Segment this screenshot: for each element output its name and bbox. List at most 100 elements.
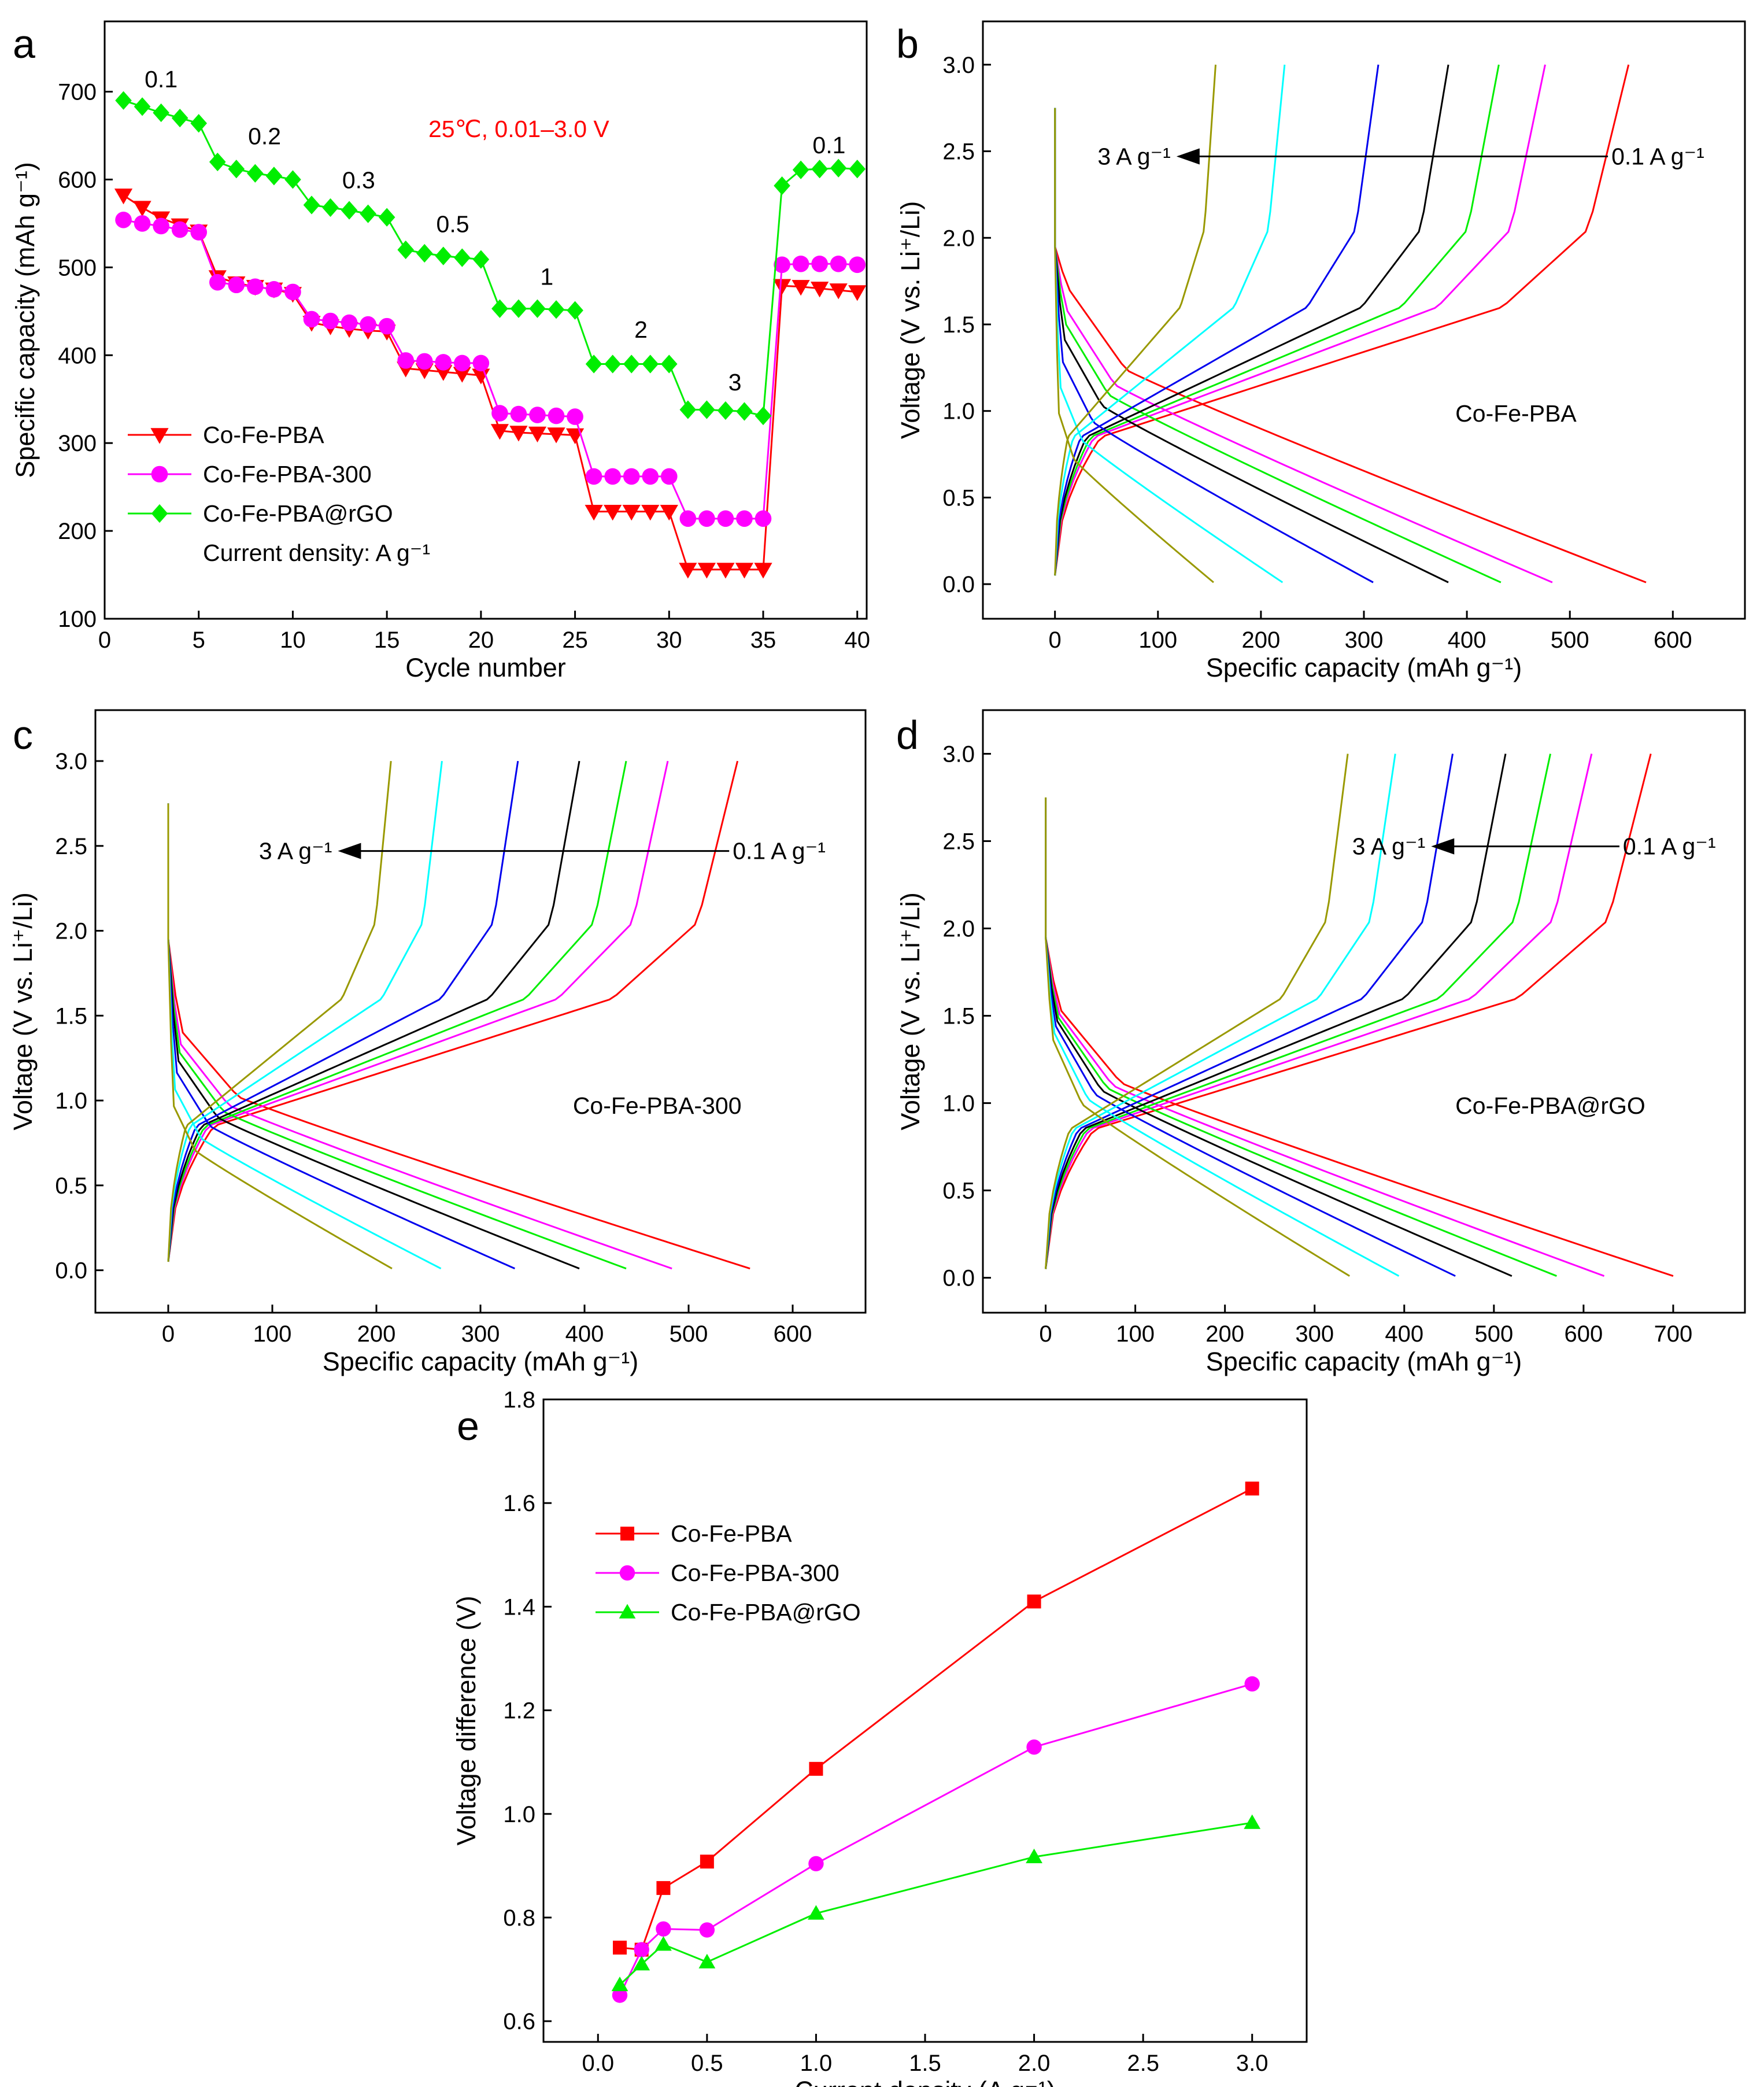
y-tick-label: 0.5 <box>942 1179 975 1204</box>
x-tick-label: 700 <box>1654 1321 1693 1347</box>
data-point <box>228 160 245 179</box>
data-point <box>190 224 208 241</box>
x-tick-label: 400 <box>1448 627 1486 653</box>
gcd-curve-0p3-a-g-charge <box>167 760 627 1262</box>
gcd-curve-0p1-a-g-charge <box>167 760 739 1262</box>
panel-e-voltage-difference: e 0.0 0.5 1.0 1.5 2.0 2.5 3.0 0.6 0.8 1.0 1.2 1.4 1.6… <box>452 1387 1308 2087</box>
panel-c-voltage-profiles-co-fe-pba-300: c 0 100 200 300 400 500 600 0.0 0.5 1.0 1.5 2.0 2.5 3.… <box>8 709 867 1376</box>
x-tick-label: 5 <box>193 627 205 653</box>
series-line-co-fe-pba-rgo <box>619 1822 1252 1986</box>
data-point <box>322 312 339 330</box>
x-tick-label: 100 <box>253 1321 292 1347</box>
data-point <box>567 301 583 320</box>
arrow-start-label: 0.1 A g⁻¹ <box>1623 833 1716 860</box>
data-point <box>612 1988 628 2003</box>
data-point <box>548 407 565 424</box>
legend-note: Current density: A g⁻¹ <box>203 540 430 566</box>
data-point <box>641 504 660 521</box>
x-tick-label: 0 <box>162 1321 175 1347</box>
data-point <box>490 424 509 440</box>
data-point <box>378 317 395 335</box>
data-point <box>114 189 133 205</box>
x-tick-label: 0 <box>1049 627 1062 653</box>
x-tick-label: 0.0 <box>582 2051 614 2076</box>
legend-marker <box>150 428 169 444</box>
x-tick-label: 500 <box>670 1321 708 1347</box>
x-tick-label: 100 <box>1138 627 1177 653</box>
gcd-curve-0p5-a-g-charge <box>1045 753 1507 1269</box>
y-tick-label: 2.5 <box>942 139 975 165</box>
data-point <box>604 504 622 521</box>
gcd-curve-0p5-a-g-discharge <box>1054 246 1449 583</box>
data-point <box>303 311 320 328</box>
gcd-curve-2-a-g-discharge <box>1054 246 1284 583</box>
x-tick-label: 200 <box>1242 627 1281 653</box>
data-point <box>699 1922 715 1938</box>
x-axis-label: Specific capacity (mAh g⁻¹) <box>1206 653 1522 682</box>
condition-text: 25℃, 0.01–3.0 V <box>428 116 609 142</box>
data-point <box>697 563 716 579</box>
data-point <box>360 316 376 333</box>
data-point <box>567 408 583 425</box>
series-line-co-fe-pba-300 <box>123 219 857 520</box>
data-point <box>792 255 809 272</box>
gcd-curve-3-a-g-charge <box>167 760 392 1262</box>
panel-letter: b <box>896 21 919 67</box>
data-point <box>247 278 264 295</box>
data-point <box>809 1761 823 1776</box>
data-point <box>528 426 547 443</box>
arrow-end-label: 3 A g⁻¹ <box>1352 833 1426 860</box>
data-point <box>153 103 169 123</box>
data-point <box>611 1977 628 1992</box>
data-point <box>1244 1814 1261 1829</box>
y-tick-label: 3.0 <box>942 742 975 767</box>
panel-letter: a <box>13 21 35 67</box>
data-point <box>792 280 810 296</box>
rate-label: 0.3 <box>342 167 375 194</box>
data-point <box>360 204 376 223</box>
x-tick-label: 600 <box>774 1321 812 1347</box>
data-point <box>808 1905 824 1920</box>
y-tick-label: 0.6 <box>503 2009 535 2034</box>
data-point <box>660 504 678 521</box>
data-point <box>736 402 753 421</box>
y-tick-label: 1.6 <box>503 1491 535 1516</box>
gcd-curve-0p5-a-g-discharge <box>167 939 580 1270</box>
data-point <box>736 510 753 527</box>
data-point <box>772 279 792 295</box>
data-point <box>115 91 132 110</box>
panel-letter: d <box>896 712 919 758</box>
sample-label: Co-Fe-PBA <box>1455 400 1577 427</box>
gcd-curve-0p1-a-g-discharge <box>1045 937 1674 1277</box>
data-point <box>585 504 603 521</box>
x-axis-label: Specific capacity (mAh g⁻¹) <box>323 1347 638 1376</box>
rate-label: 3 <box>728 369 742 396</box>
data-point <box>700 1855 714 1869</box>
y-tick-label: 2.5 <box>55 834 87 859</box>
gcd-curve-3-a-g-discharge <box>1054 246 1214 583</box>
y-tick-label: 1.0 <box>503 1802 535 1827</box>
gcd-curve-0p1-a-g-charge <box>1054 64 1630 576</box>
x-tick-label: 2.0 <box>1018 2051 1051 2076</box>
gcd-curve-2-a-g-charge <box>1054 64 1286 576</box>
data-point <box>209 274 226 291</box>
data-point <box>1245 1482 1259 1496</box>
data-point <box>811 282 829 298</box>
arrow-start-label: 0.1 A g⁻¹ <box>733 838 826 865</box>
data-point <box>830 255 847 272</box>
data-point <box>655 1936 672 1951</box>
rate-label: 0.1 <box>145 66 177 93</box>
gcd-curve-3-a-g-charge <box>1054 64 1217 576</box>
rate-label: 1 <box>540 264 553 290</box>
data-point <box>698 510 715 527</box>
data-point <box>774 256 790 274</box>
data-point <box>660 468 678 485</box>
x-axis-label: Current density (A g⁻¹) <box>794 2076 1055 2087</box>
data-point <box>808 1856 824 1871</box>
x-tick-label: 400 <box>1385 1321 1423 1347</box>
data-point <box>491 299 508 318</box>
panel-a-rate-performance: a 0 5 10 15 20 25 30 35 40 100 200 300 400 500 600 700 Cy… <box>10 20 870 682</box>
rate-label: 2 <box>634 316 648 343</box>
x-axis-label: Cycle number <box>405 653 566 682</box>
y-tick-label: 200 <box>58 519 97 544</box>
